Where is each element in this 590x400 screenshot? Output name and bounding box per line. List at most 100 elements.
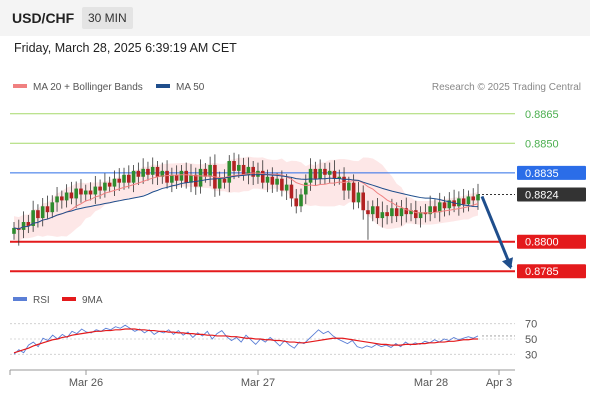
candle	[241, 157, 246, 181]
candle	[284, 174, 289, 200]
candle-body	[141, 168, 145, 177]
candle	[203, 162, 208, 183]
legend-swatch-rsi	[13, 297, 27, 301]
candle	[370, 200, 375, 222]
candle-body	[409, 210, 413, 215]
level-label-box	[517, 234, 586, 249]
candle-body	[457, 198, 461, 207]
level-label-text: 0.8785	[525, 266, 559, 278]
candle-body	[351, 182, 356, 203]
level-label-text: 0.8824	[525, 189, 559, 201]
candle	[160, 162, 165, 184]
candle	[342, 167, 346, 200]
candle-body	[117, 178, 122, 183]
level-label-box	[517, 264, 586, 279]
candle	[313, 161, 318, 186]
candle-body	[466, 196, 471, 205]
candle-body	[146, 168, 150, 175]
candle-body	[227, 161, 232, 183]
candle	[318, 159, 322, 185]
level-label-0.8824: 0.8824	[517, 187, 586, 202]
candle-body	[347, 182, 351, 191]
candle-body	[40, 206, 45, 219]
candle-body	[45, 206, 50, 213]
candle	[69, 181, 74, 205]
candle-body	[131, 170, 136, 183]
candle-body	[471, 196, 476, 201]
candle-body	[303, 182, 308, 195]
candle-body	[361, 192, 365, 211]
candle	[12, 222, 16, 240]
candle-body	[98, 186, 102, 191]
candle-body	[323, 168, 327, 175]
candle	[79, 179, 83, 203]
candle-body	[150, 166, 155, 175]
candle	[64, 184, 69, 208]
candle-body	[174, 174, 179, 181]
candle-body	[112, 178, 117, 187]
candle	[112, 170, 117, 197]
candle-body	[327, 170, 332, 175]
candle-body	[332, 170, 337, 179]
candle	[471, 188, 476, 207]
candle	[21, 211, 26, 239]
candle	[26, 214, 31, 234]
candle-body	[289, 184, 294, 199]
level-label-text: 0.8835	[525, 168, 559, 180]
candle	[36, 204, 40, 228]
candle-body	[337, 176, 342, 179]
candle-body	[437, 202, 442, 213]
rsi-line	[13, 324, 479, 355]
candle-body	[122, 174, 126, 183]
candle	[227, 155, 232, 193]
candle	[45, 195, 50, 220]
candle	[88, 182, 93, 201]
candle	[347, 176, 351, 199]
legend-rsi-label: RSI	[33, 295, 50, 306]
candle	[122, 167, 126, 190]
x-axis-label: Apr 3	[486, 377, 512, 389]
candle-body	[208, 164, 212, 177]
candle-body	[375, 206, 380, 219]
candle-body	[203, 168, 208, 177]
candle	[150, 157, 155, 185]
candle-body	[222, 178, 227, 183]
candle-body	[342, 176, 346, 191]
candle-body	[31, 210, 35, 226]
research-credit: Research © 2025 Trading Central	[432, 82, 581, 93]
candle-body	[476, 194, 480, 201]
candle	[428, 195, 432, 222]
legend-ma20-label: MA 20 + Bollinger Bands	[33, 82, 143, 93]
candle-body	[93, 186, 98, 195]
candle	[232, 152, 236, 180]
candle	[442, 196, 447, 217]
level-label-0.8865: 0.8865	[525, 109, 559, 121]
rsi-tick-label: 30	[525, 349, 537, 361]
candle	[184, 162, 189, 189]
candle-body	[366, 210, 370, 215]
timeframe-badge[interactable]: 30 MIN	[82, 7, 133, 29]
legend-swatch-9ma	[62, 297, 76, 301]
candle-body	[265, 176, 270, 183]
candle-body	[83, 190, 88, 195]
candle-body	[103, 182, 107, 191]
candle-body	[414, 210, 418, 219]
candle-body	[284, 184, 289, 191]
candle-body	[385, 212, 389, 217]
candle	[294, 188, 299, 214]
candle-body	[155, 166, 160, 177]
candle-body	[136, 170, 141, 177]
candle-body	[127, 174, 131, 183]
candle-body	[217, 178, 222, 189]
candle-body	[64, 192, 69, 201]
candle-body	[313, 168, 318, 179]
candle-body	[165, 170, 169, 183]
candle-body	[26, 222, 31, 226]
legend-9ma-label: 9MA	[82, 295, 103, 306]
candle	[380, 201, 385, 228]
candle-body	[107, 182, 112, 187]
candle-body	[447, 200, 452, 209]
candle-body	[251, 166, 255, 177]
legend: MA 20 + Bollinger Bands MA 50 Research ©…	[13, 82, 581, 93]
